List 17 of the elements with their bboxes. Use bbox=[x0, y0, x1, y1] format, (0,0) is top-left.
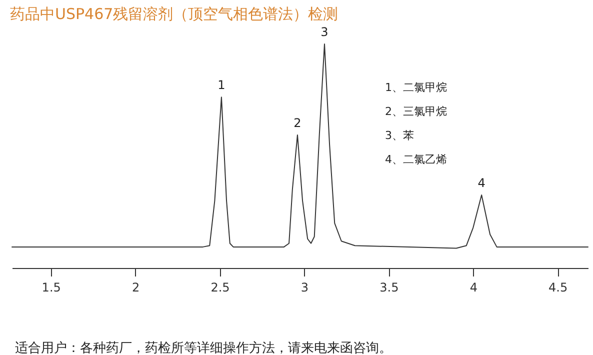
x-tick-label: 3.5 bbox=[380, 280, 399, 294]
annotation: 3、苯 bbox=[385, 129, 414, 142]
annotation: 2、三氯甲烷 bbox=[385, 105, 447, 118]
annotation: 3 bbox=[320, 25, 328, 39]
x-tick-label: 4 bbox=[470, 280, 478, 294]
text: 适合用户：各种药厂，药检所等详细操作方法，请来电来函咨询。 bbox=[15, 340, 392, 355]
x-tick-label: 4.5 bbox=[548, 280, 568, 294]
x-tick-label: 2 bbox=[132, 280, 140, 294]
x-tick-label: 1.5 bbox=[42, 280, 61, 294]
chart-title: 药品中USP467残留溶剂（顶空气相色谱法）检测 bbox=[10, 5, 338, 23]
annotation: 4 bbox=[478, 176, 486, 190]
annotation: 1、二氯甲烷 bbox=[385, 81, 447, 94]
annotation: 2 bbox=[294, 116, 302, 130]
x-tick-label: 2.5 bbox=[210, 280, 230, 294]
annotation: 4、二氯乙烯 bbox=[385, 153, 447, 166]
annotation: 1 bbox=[218, 78, 226, 92]
x-tick-label: 3 bbox=[300, 280, 309, 294]
